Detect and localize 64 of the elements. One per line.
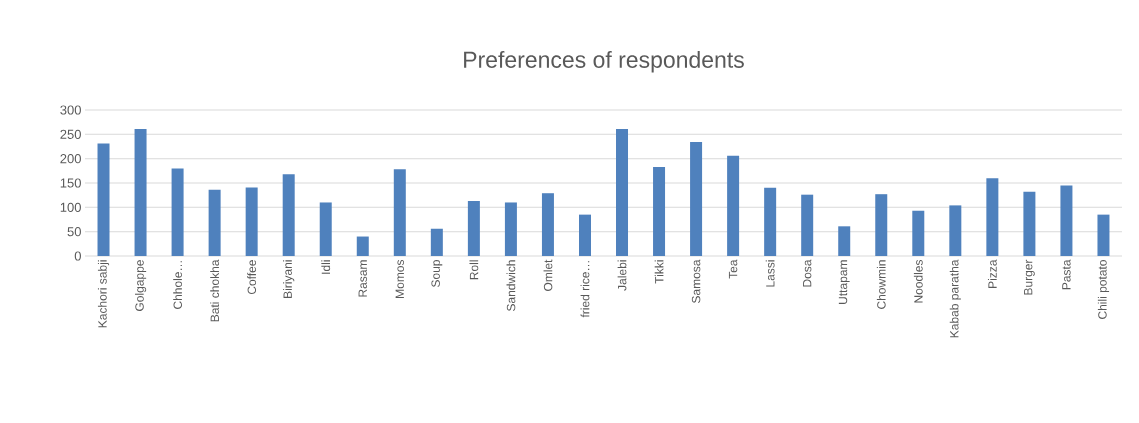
x-tick-label: Sandwich [506,260,516,312]
x-tick-label: Momos [395,259,404,298]
bar [467,201,480,256]
x-tick-label: Soup [431,260,443,288]
x-tick-label: Kabab paratha [949,259,961,338]
x-tick-label: Bati chokha [210,259,220,322]
bar [282,174,295,256]
x-tick-label: Chowmin [876,260,886,309]
bar [912,210,925,256]
x-tick-label: Coffee [247,260,257,295]
x-tick-label: Burger [1024,259,1035,295]
bar [949,205,962,256]
bar [986,178,999,256]
y-tick-label: 50 [67,227,81,237]
x-tick-label: Samosa [691,259,701,303]
y-tick-label: 150 [60,178,81,188]
y-tick-label: 300 [60,105,81,115]
x-tick-label: Pizza [987,259,997,288]
bar [1060,185,1073,256]
x-tick-label: fried rice… [580,261,590,318]
bar [727,155,740,256]
bar [504,202,517,256]
bar [541,193,554,256]
chart-title: Preferences of respondents [464,51,744,73]
x-tick-label: Kachori sabji [97,260,110,328]
x-tick-label: Pasta [1062,259,1071,290]
x-tick-label: Biriyani [283,260,295,298]
y-tick-label: 100 [60,202,81,212]
x-tick-label: Omlet [543,259,553,291]
x-tick-label: Chhole… [173,261,182,309]
bar [245,187,258,256]
bar [208,189,221,256]
bar [616,128,629,256]
bar [578,214,591,256]
x-tick-label: Jalebi [617,260,627,291]
bar [319,202,332,256]
bar [690,142,703,256]
y-tick-label: 250 [60,129,81,139]
x-tick-label: Rasam [358,260,367,297]
x-tick-label: Tea [728,259,738,279]
bar [653,166,666,256]
bar [1023,191,1036,256]
bar [801,194,814,256]
bar [875,194,888,256]
x-tick-label: Chili potato [1097,260,1110,319]
bar [430,228,443,256]
x-tick-label: Tikki [654,260,664,284]
bar [356,236,369,256]
x-tick-label: Idli [321,260,331,274]
bar [134,128,147,256]
bar [838,226,851,256]
x-tick-label: Golgappe [134,260,147,311]
x-tick-label: Uttapam [838,260,850,304]
bar [1097,214,1110,256]
y-tick-label: 200 [60,154,81,164]
x-tick-label: Dosa [803,259,812,287]
y-tick-label: 0 [74,251,81,261]
bar [764,187,777,256]
x-tick-label: Lassi [765,260,775,287]
x-tick-label: Noodles [913,259,923,303]
x-tick-label: Roll [469,260,479,280]
bar [171,168,184,256]
bar [97,143,110,256]
bar [393,169,406,256]
